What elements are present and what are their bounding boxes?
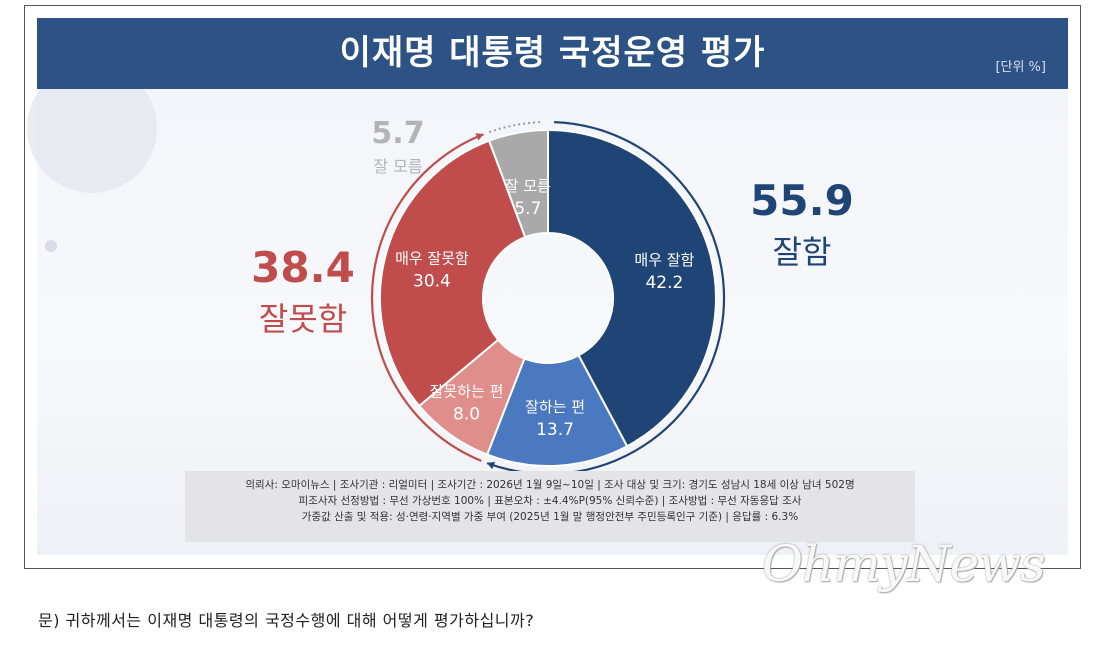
positive-arc-arrow [487,461,496,470]
negative-total-label: 잘못함 [259,300,347,338]
slice-label: 매우 잘못함 [395,249,469,267]
survey-info-line-3: 가중값 산출 및 적용: 성·연령·지역별 가중 부여 (2025년 1월 말 … [301,511,799,523]
donut-chart: 매우 잘함 42.2 잘하는 편 13.7 잘못하는 편 8.0 매우 잘못함 30.4 잘 모… [251,116,854,476]
survey-info-box: 의뢰사: 오마이뉴스 | 조사기관 : 리얼미터 | 조사기간 : 2026년 … [185,471,915,542]
negative-group-arc [370,133,484,462]
slice-label: 매우 잘함 [634,251,694,269]
unknown-group-arc [488,121,542,134]
slice-label: 잘하는 편 [525,398,585,416]
slice-5 [487,128,549,239]
slice-value: 30.4 [413,271,451,291]
unit-label: [단위 %] [995,60,1046,75]
infographic-frame: 이재명 대통령 국정운영 평가 [단위 %] 매우 잘함 42.2 잘하는 편 13.… [24,5,1081,569]
infographic-card: 이재명 대통령 국정운영 평가 [단위 %] 매우 잘함 42.2 잘하는 편 13.… [27,18,1068,555]
slice-value: 42.2 [645,273,683,293]
survey-info-line-2: 피조사자 선정방법 : 무선 가상번호 100% | 표본오차 : ±4.4%P… [298,495,802,507]
slice-value: 13.7 [536,420,574,440]
negative-total-value: 38.4 [251,243,355,292]
survey-info-line-1: 의뢰사: 오마이뉴스 | 조사기관 : 리얼미터 | 조사기간 : 2026년 … [245,479,855,491]
positive-total-value: 55.9 [750,176,854,225]
unknown-total-label: 잘 모름 [373,157,422,176]
slice-label: 잘못하는 편 [430,382,504,400]
survey-question: 문) 귀하께서는 이재명 대통령의 국정수행에 대해 어떻게 평가하십니까? [38,611,535,630]
slice-label: 잘 모름 [505,177,551,195]
slice-value: 8.0 [453,404,480,424]
title-bar: 이재명 대통령 국정운영 평가 [단위 %] [37,18,1068,89]
chart-title: 이재명 대통령 국정운영 평가 [339,33,766,73]
slice-4 [379,139,527,408]
slice-value: 5.7 [514,199,541,219]
ohmynews-watermark-logo: OhmyNews [762,535,1046,593]
slice-1 [547,128,717,448]
negative-arc-arrow [475,133,484,141]
decorative-dot [45,240,57,252]
slice-2 [485,353,629,467]
unknown-total-value: 5.7 [371,116,424,151]
positive-total-label: 잘함 [773,233,832,271]
